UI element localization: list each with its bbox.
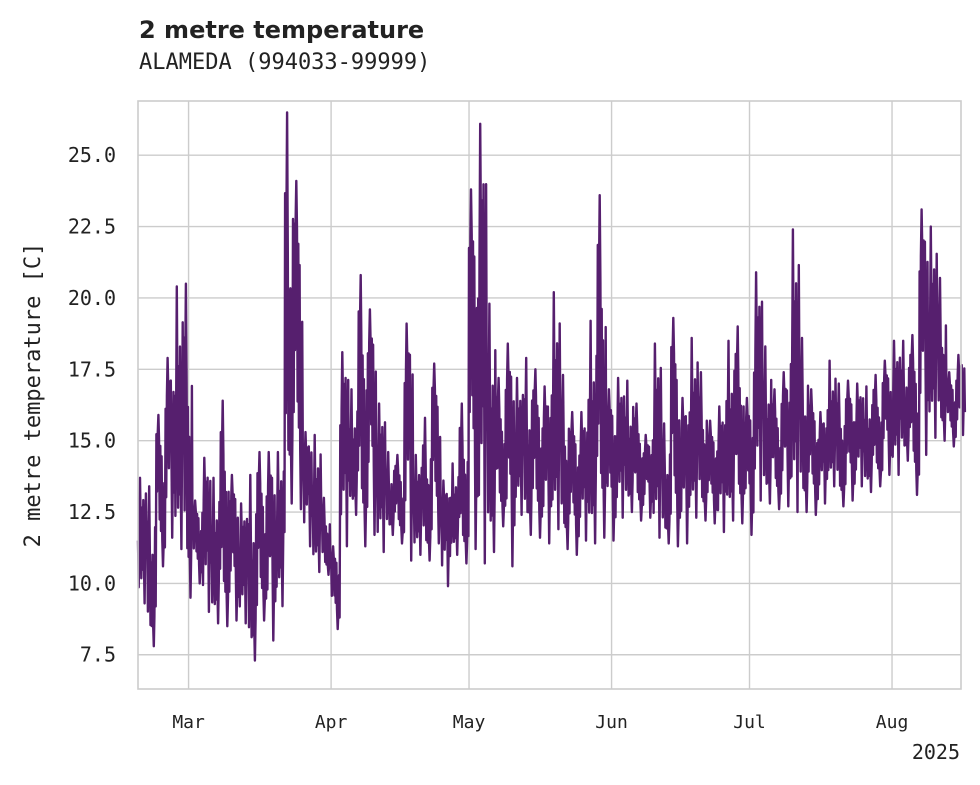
y-tick-label: 7.5: [80, 643, 116, 667]
x-tick-label: Apr: [315, 712, 348, 733]
y-tick-label: 20.0: [68, 286, 116, 310]
chart-title: 2 metre temperature: [139, 16, 425, 44]
x-tick-label: Mar: [172, 712, 205, 733]
y-tick-label: 10.0: [68, 571, 116, 595]
series-line: [136, 111, 967, 662]
series-layer: [136, 111, 967, 662]
plot-frame: [137, 100, 962, 690]
y-tick-label: 25.0: [68, 143, 116, 167]
x-tick-labels: Mar Apr May Jun Jul Aug: [172, 712, 908, 733]
y-tick-label: 15.0: [68, 429, 116, 453]
y-tick-label: 17.5: [68, 357, 116, 381]
chart-subtitle: ALAMEDA (994033-99999): [139, 50, 431, 75]
y-tick-label: 12.5: [68, 500, 116, 524]
y-tick-label: 22.5: [68, 215, 116, 239]
x-tick-label: May: [453, 712, 486, 733]
x-tick-label: Jul: [733, 712, 766, 733]
y-tick-labels: 7.5 10.0 12.5 15.0 17.5 20.0 22.5 25.0: [68, 143, 116, 667]
x-tick-label: Jun: [595, 712, 628, 733]
x-year-label: 2025: [912, 740, 960, 764]
x-tick-label: Aug: [876, 712, 909, 733]
y-axis-label: 2 metre temperature [C]: [21, 243, 46, 548]
